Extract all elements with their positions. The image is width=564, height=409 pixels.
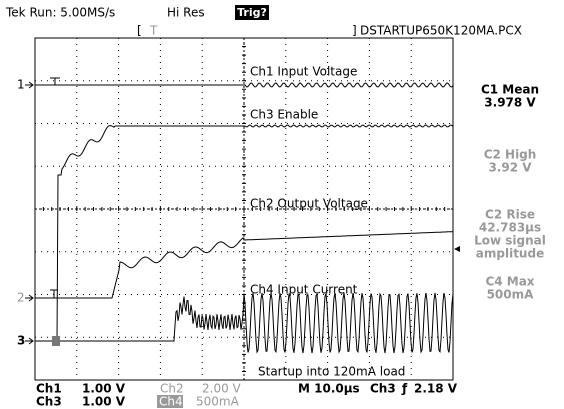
ch2-wave	[35, 231, 454, 299]
ch1-marker: 1	[17, 78, 25, 92]
trigger-level: 2.18 V	[414, 382, 458, 396]
ch4-box	[157, 395, 183, 408]
measurement-value: Low signal	[474, 234, 546, 248]
measurement-value: 3.92 V	[488, 161, 532, 175]
ch1-label: Ch1	[36, 382, 62, 396]
record-bracket-left: [	[137, 24, 142, 38]
trigger-level-arrow	[454, 246, 460, 252]
ch2-label: Ch2	[160, 382, 184, 396]
ch3-label: Ch3	[36, 395, 62, 409]
file-name: DSTARTUP650K120MA.PCX	[360, 24, 522, 38]
ch4-scale: 500mA	[196, 395, 240, 409]
trigger-t	[50, 77, 60, 298]
waveforms	[35, 77, 454, 354]
measurement-label: C2 Rise	[485, 208, 535, 222]
trace-label: Ch4 Input Current	[250, 283, 358, 297]
ch1-wave	[35, 82, 454, 88]
trigger-pos: T	[149, 24, 158, 38]
ch3-wave	[35, 124, 454, 342]
ch3-marker: 3	[17, 334, 25, 348]
ch4-wave	[35, 292, 454, 354]
ch3-ref	[52, 336, 60, 346]
ch2-marker: 2	[17, 291, 25, 305]
ch3-scale: 1.00 V	[82, 395, 126, 409]
trig-box	[235, 5, 269, 20]
measurement-value: amplitude	[476, 247, 544, 261]
trace-label: Ch2 Output Voltage	[250, 197, 368, 211]
trace-label: Ch1 Input Voltage	[250, 65, 357, 79]
measurement-label: C2 High	[484, 148, 537, 162]
ch2-scale: 2.00 V	[202, 382, 242, 396]
acq-mode: Hi Res	[167, 6, 205, 20]
ch4-label: Ch4	[159, 395, 183, 409]
measurement-label: C4 Max	[485, 275, 534, 289]
trigger-status: Trig?	[237, 6, 267, 19]
record-bracket-right: ]	[352, 24, 357, 38]
run-status: Tek Run: 5.00MS/s	[5, 6, 115, 20]
marker-arrows	[25, 81, 34, 345]
trigger-source: Ch3	[370, 382, 396, 396]
timebase: M 10.0µs	[298, 382, 360, 396]
measurement-value: 500mA	[487, 288, 535, 302]
ch1-scale: 1.00 V	[82, 382, 126, 396]
trigger-slope: ƒ	[401, 382, 408, 396]
annotation: Startup into 120mA load	[258, 365, 405, 379]
measurement-value: 3.978 V	[484, 96, 536, 110]
trace-label: Ch3 Enable	[250, 108, 318, 122]
measurement-label: C1 Mean	[481, 83, 539, 97]
measurement-value: 42.783µs	[479, 221, 541, 235]
graticule	[34, 37, 453, 380]
